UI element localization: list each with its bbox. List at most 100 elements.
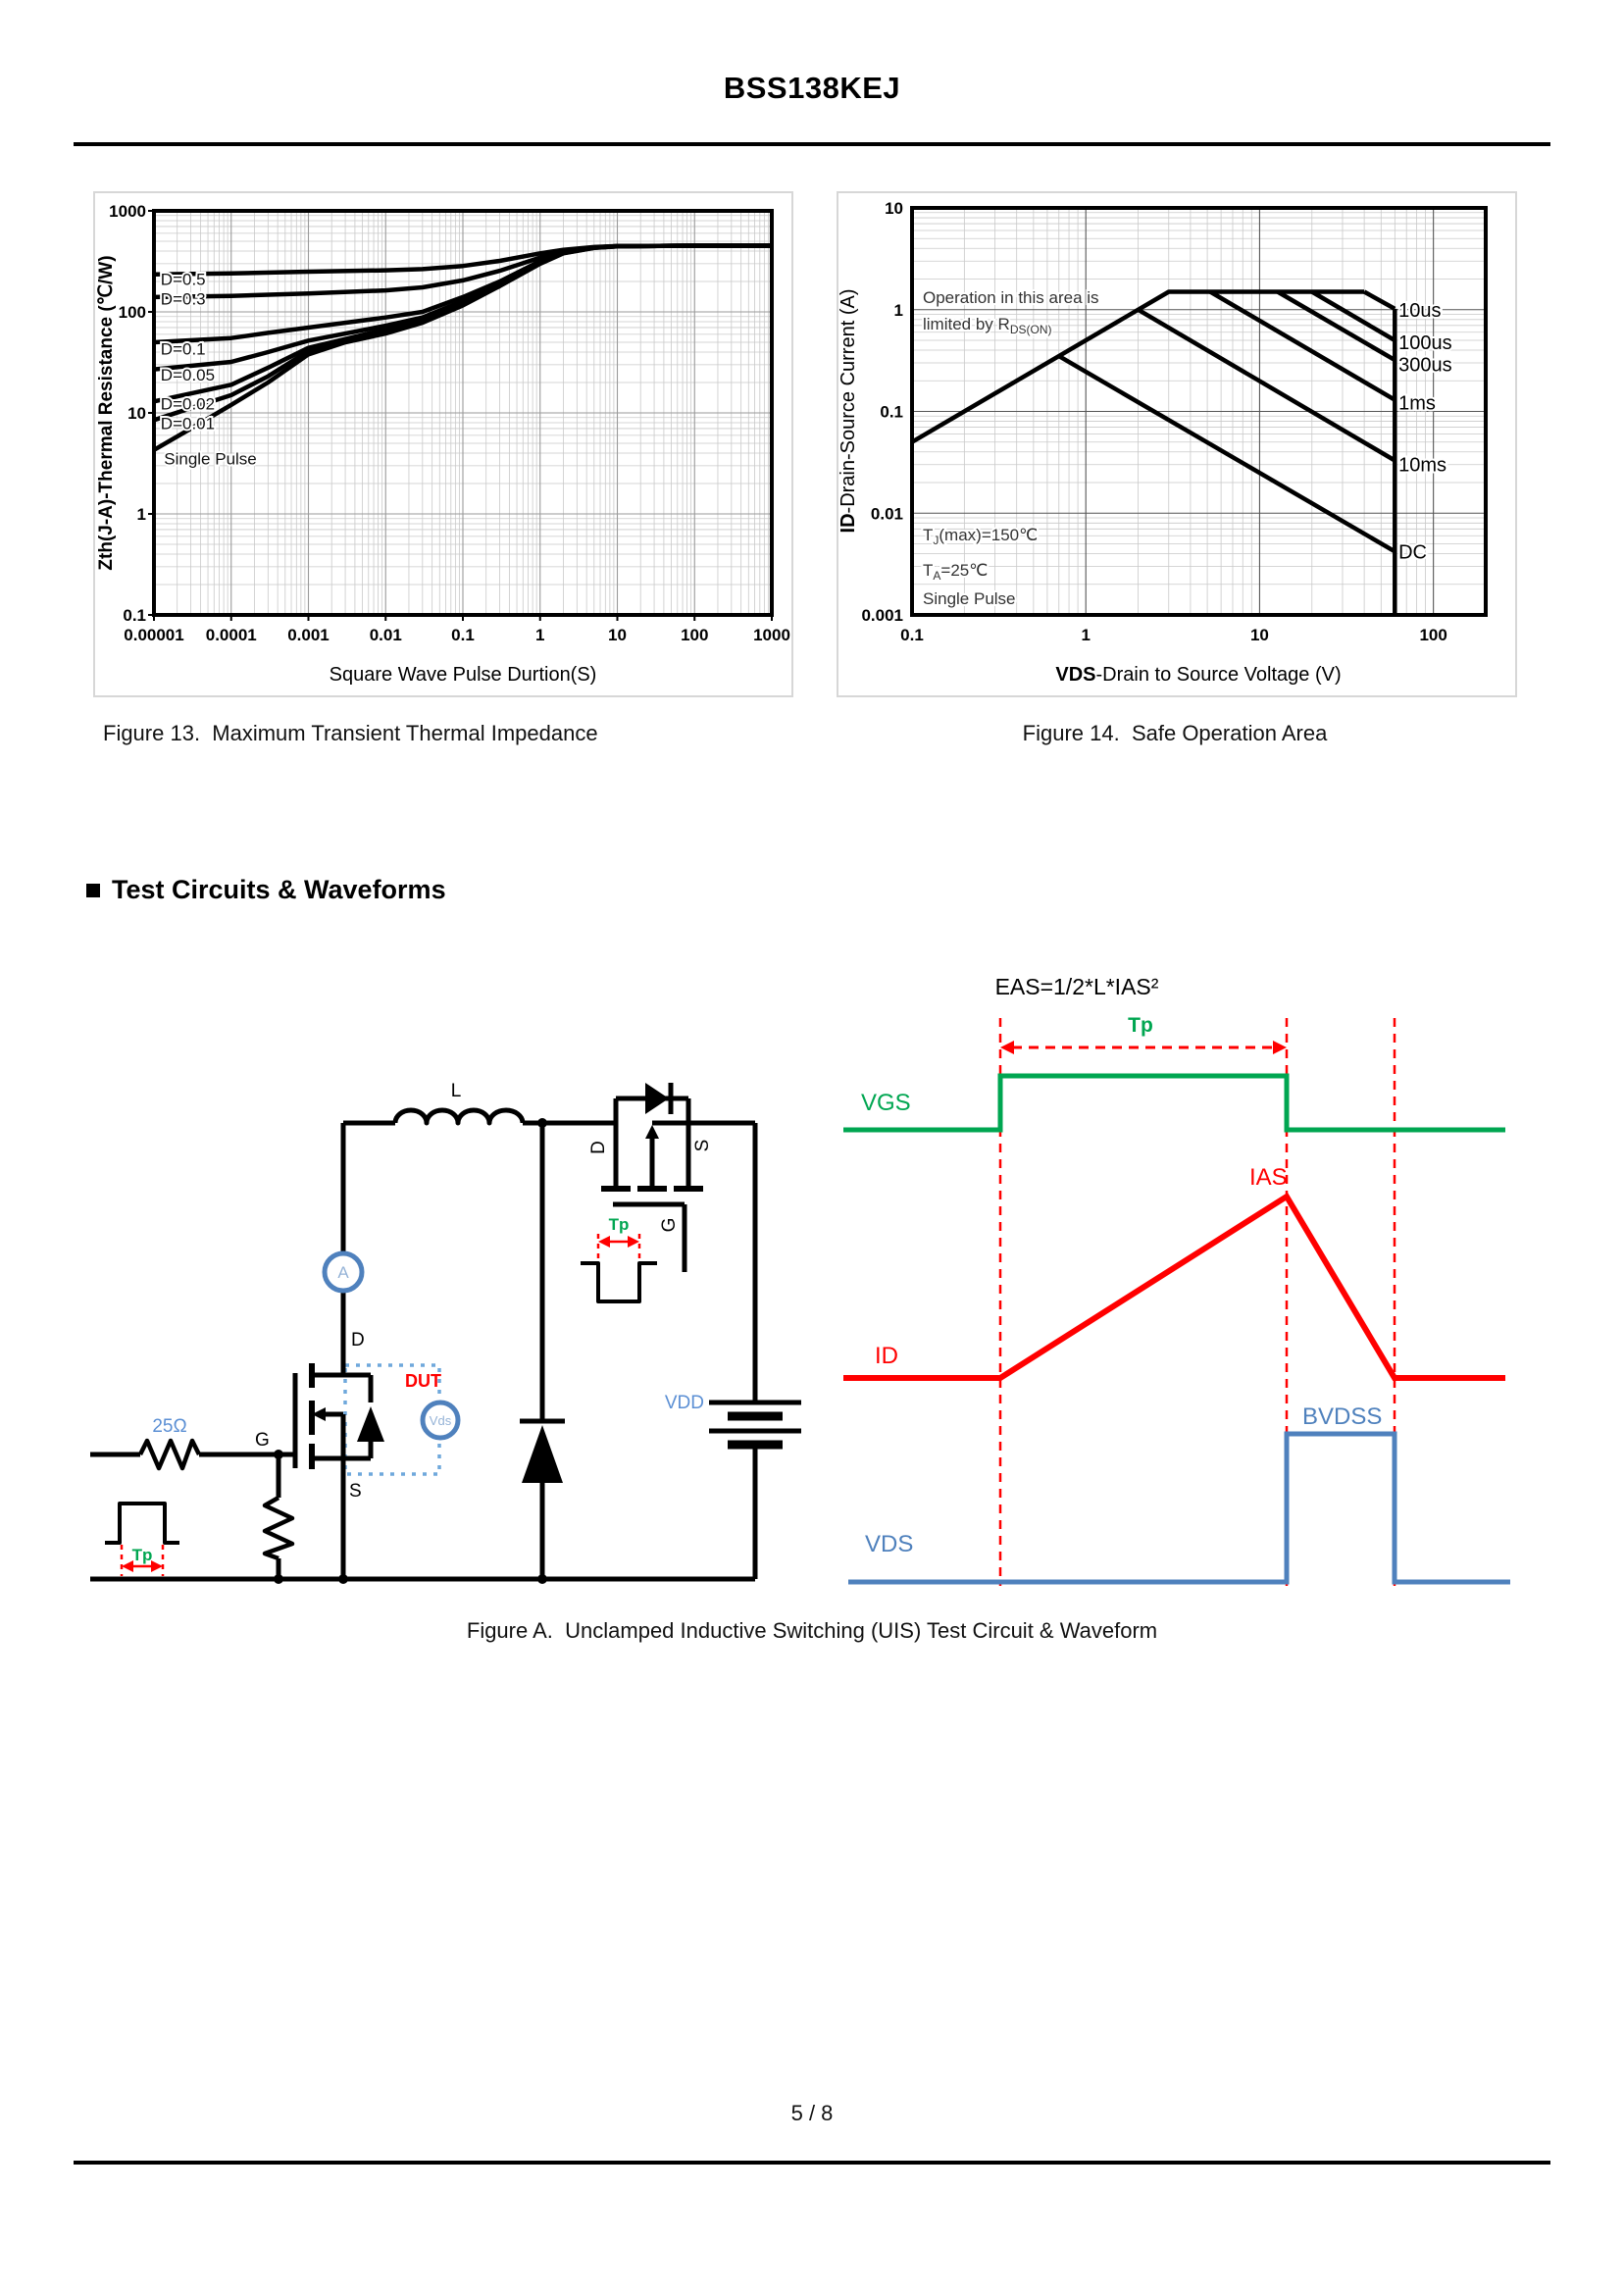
ammeter-icon [322, 1250, 365, 1294]
timing-dashed-lines [998, 1018, 1396, 1586]
svg-text:1: 1 [894, 301, 903, 320]
svg-text:10: 10 [885, 199, 903, 218]
freewheel-diode-icon [522, 1425, 563, 1483]
vgs-label: VGS [861, 1090, 911, 1116]
supply-label: VDD [665, 1393, 704, 1413]
svg-text:D=0.3: D=0.3 [161, 290, 206, 309]
soa-condition-tj: TJ(max)=150℃ [923, 526, 1038, 547]
section-heading-test-circuits: Test Circuits & Waveforms [86, 875, 446, 905]
tp-markers-hs [596, 1234, 641, 1263]
tp-waveform-label: Tp [1128, 1014, 1153, 1037]
svg-text:D=0.5: D=0.5 [161, 270, 206, 288]
svg-text:10ms: 10ms [1398, 455, 1446, 477]
dut-label: DUT [405, 1371, 441, 1391]
soa-line-10us [1363, 289, 1396, 311]
vds-waveform [848, 1431, 1510, 1585]
gate-series-resistor-symbol [137, 1438, 202, 1471]
soa-line-10ms [1137, 307, 1396, 463]
hs-body-arrow-icon [645, 1125, 659, 1139]
svg-text:D=0.1: D=0.1 [161, 339, 206, 358]
svg-text:1ms: 1ms [1398, 393, 1436, 415]
tp-dimension-arrowheads [1000, 1041, 1287, 1054]
svg-text:0.01: 0.01 [370, 626, 402, 644]
svg-text:DC: DC [1398, 541, 1427, 563]
soa-line-1ms [1208, 289, 1396, 402]
svg-text:0.0001: 0.0001 [206, 626, 257, 644]
figure14-y-axis-title: ID-Drain-Source Current (A) [838, 289, 859, 534]
soa-line-dc [1057, 354, 1396, 554]
gate-resistor-label: 25Ω [152, 1416, 186, 1437]
tp-arrows-hs [598, 1236, 639, 1248]
svg-text:D=0.05: D=0.05 [161, 366, 215, 384]
figure13-chart: D=0.5 D=0.3 D=0.1 D=0.05 D=0.02D=0.01 Single … [96, 202, 790, 686]
svg-text:0.00001: 0.00001 [124, 626, 183, 644]
ammeter-label: A [337, 1263, 349, 1282]
figure13-chart-box: D=0.5 D=0.3 D=0.1 D=0.05 D=0.02 D=0.01 Single … [93, 191, 793, 697]
id-label: ID [875, 1343, 898, 1369]
dut-drain-label: D [351, 1330, 365, 1351]
bvdss-label: BVDSS [1302, 1403, 1382, 1430]
dut-body-diode-icon [357, 1406, 384, 1442]
id-waveform [843, 1192, 1505, 1381]
svg-text:0.1: 0.1 [880, 403, 903, 422]
soa-condition-pulse: Single Pulse [923, 589, 1016, 608]
svg-text:10us: 10us [1398, 300, 1441, 322]
header-rule [74, 142, 1550, 146]
tp-label-left: Tp [132, 1546, 153, 1564]
tp-markers-left [120, 1545, 165, 1576]
eas-formula: EAS=1/2*L*IAS² [995, 974, 1159, 999]
input-pulse-symbol [105, 1502, 179, 1545]
figure14-x-axis-title: VDS-Drain to Source Voltage (V) [1055, 664, 1341, 686]
svg-text:100: 100 [119, 303, 146, 322]
svg-text:10: 10 [608, 626, 627, 644]
svg-text:300us: 300us [1398, 355, 1452, 377]
vds-meter-icon [420, 1400, 461, 1441]
ias-label: IAS [1249, 1164, 1288, 1191]
inductor-label: L [451, 1081, 462, 1101]
svg-text:1000: 1000 [753, 626, 790, 644]
svg-text:D=0.02: D=0.02 [161, 395, 215, 414]
figure14-caption: Figure 14. Safe Operation Area [1022, 721, 1328, 745]
soa-line-100us [1310, 289, 1396, 342]
svg-text:0.001: 0.001 [287, 626, 330, 644]
hs-source-label: S [692, 1140, 713, 1152]
tp-label-hs: Tp [609, 1215, 630, 1234]
svg-text:100: 100 [1419, 626, 1446, 644]
tp-arrows-left [122, 1560, 163, 1572]
svg-text:0.1: 0.1 [123, 606, 146, 625]
svg-text:1: 1 [1081, 626, 1090, 644]
uis-waveform-diagram: EAS=1/2*L*IAS² Tp VGS ID IAS BVDSS VDS [843, 974, 1510, 1586]
svg-text:100us: 100us [1398, 332, 1452, 354]
uis-test-circuit-diagram: A Vds L D G S D S G DUT 25Ω VDD Tp Tp [90, 1081, 801, 1584]
inductor-symbol [392, 1107, 526, 1126]
soa-line-rdson-limit [910, 289, 1365, 444]
figure-a-caption: Figure A. Unclamped Inductive Switching … [466, 1618, 1158, 1643]
circuit-fills [274, 1083, 669, 1584]
svg-text:0.1: 0.1 [451, 626, 475, 644]
section-heading-label: Test Circuits & Waveforms [112, 875, 446, 904]
hs-body-diode-icon [645, 1083, 669, 1114]
soa-note-line1: Operation in this area is [923, 288, 1099, 307]
soa-condition-ta: TA=25℃ [923, 561, 988, 583]
circuit-wires [90, 1096, 801, 1582]
figure14-chart: 10us100us300us1ms10msDC1010.10.010.0010.… [837, 199, 1488, 686]
svg-text:1: 1 [137, 505, 146, 524]
figure13-x-axis-title: Square Wave Pulse Durtion(S) [330, 664, 597, 686]
figure13-caption: Figure 13. Maximum Transient Thermal Imp… [103, 721, 598, 745]
figure13-y-axis-title: Zth(J-A)-Thermal Resistance (℃/W) [96, 255, 117, 570]
vgs-waveform [843, 1073, 1505, 1133]
soa-line-300us [1276, 289, 1396, 363]
vds-meter-label: Vds [430, 1413, 452, 1428]
svg-text:D=0.01: D=0.01 [161, 415, 215, 433]
dut-dashed-box [343, 1363, 441, 1476]
svg-text:10: 10 [127, 404, 146, 423]
svg-text:0.001: 0.001 [861, 606, 903, 625]
footer-rule [74, 2161, 1550, 2165]
page-title: BSS138KEJ [723, 71, 901, 105]
hs-gate-label: G [659, 1218, 680, 1233]
svg-text:0.01: 0.01 [871, 504, 903, 523]
dut-gate-label: G [255, 1430, 270, 1451]
gate-pulldown-resistor-symbol [262, 1496, 295, 1561]
svg-text:10: 10 [1250, 626, 1269, 644]
